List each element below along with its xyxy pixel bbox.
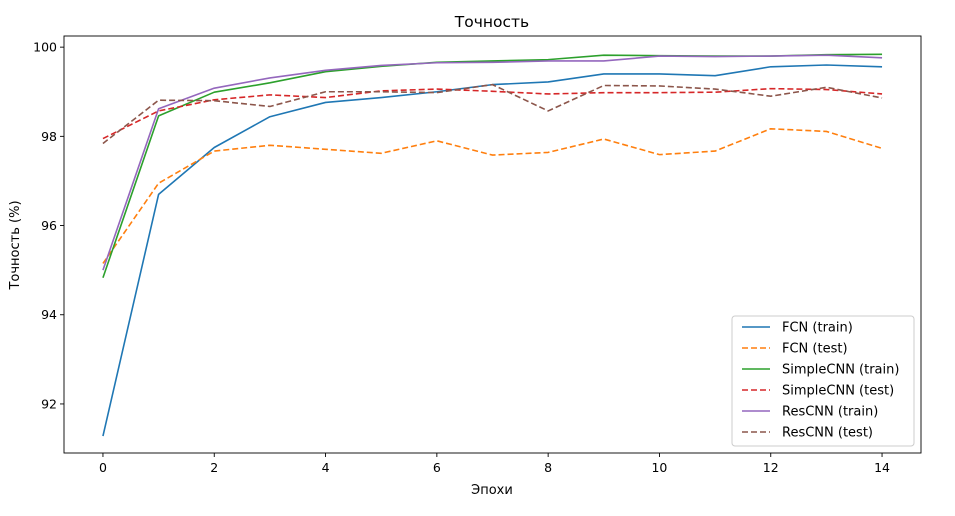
plot-area: 0 2 4 6 8 10 12 14 92 94 96 98 100: [33, 35, 922, 475]
series-line-rescnn-train: [102, 54, 883, 271]
x-tick-label: 0: [99, 460, 107, 475]
legend-entry: SimpleCNN (test): [782, 384, 894, 399]
series-line-simplecnn-test: [102, 87, 883, 140]
x-tick-label: 12: [763, 460, 779, 475]
legend-entry: SimpleCNN (train): [782, 363, 899, 378]
legend: FCN (train) FCN (test) SimpleCNN (train) Si…: [731, 315, 915, 447]
legend-box: [731, 315, 915, 447]
series-line-fcn-test: [102, 127, 883, 264]
x-tick-label: 14: [874, 460, 890, 475]
x-tick-label: 10: [651, 460, 667, 475]
y-tick-label: 94: [41, 307, 57, 322]
x-tick-label: 2: [210, 460, 218, 475]
x-tick-label: 4: [322, 460, 330, 475]
y-tick-label: 96: [41, 218, 57, 233]
legend-entry: FCN (train): [782, 321, 853, 336]
y-tick-label: 92: [41, 396, 57, 411]
y-tick-label: 100: [33, 40, 57, 55]
legend-entry: ResCNN (test): [782, 426, 873, 441]
y-axis-label: Точность (%): [8, 200, 23, 290]
x-tick-label: 6: [433, 460, 441, 475]
legend-entry: FCN (test): [782, 342, 848, 357]
x-axis-label: Эпохи: [471, 483, 513, 498]
y-tick-label: 98: [41, 129, 57, 144]
series-line-rescnn-test: [102, 83, 883, 145]
chart-title: Точность: [454, 13, 529, 31]
legend-entry: ResCNN (train): [782, 405, 878, 420]
x-tick-label: 8: [544, 460, 552, 475]
axes-frame: [63, 35, 922, 454]
